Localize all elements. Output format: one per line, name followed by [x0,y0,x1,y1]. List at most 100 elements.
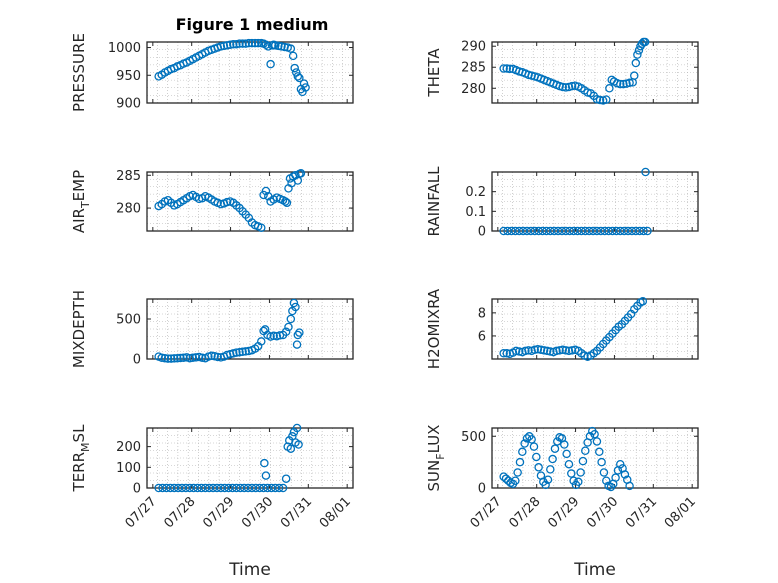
data-point [257,223,266,232]
data-point [286,314,296,324]
x-tick-label: 07/31 [278,494,315,531]
data-point [605,84,614,93]
series-points [154,298,304,363]
data-point [520,439,529,448]
data-point [550,444,560,453]
data-point [513,468,522,477]
data-point [169,354,179,363]
x-tick-label: 07/31 [623,494,660,531]
y-tick-label: 200 [116,440,141,455]
series-points [154,38,310,97]
data-point [291,171,300,180]
data-point [260,325,270,334]
data-point [560,440,569,449]
data-point [266,59,275,69]
data-point [241,347,250,356]
data-point [293,72,303,81]
data-point [241,39,250,48]
data-point [235,39,244,48]
data-point [595,95,605,105]
y-tick-label: 0.2 [465,185,486,200]
data-point [282,198,292,208]
data-point [641,167,650,177]
series-points [154,169,306,232]
data-point [207,351,216,361]
data-point [286,444,296,453]
data-point [271,41,280,50]
data-point [163,354,173,363]
data-point [219,41,229,51]
subplot-pressure: 900 950 1000 PRESSURE [70,33,354,112]
y-axis-label: THETA [425,48,443,98]
data-point [592,437,602,446]
data-point [294,440,303,449]
subplot-rainfall: 0 0.1 0.2 RAINFALL [425,166,699,240]
data-point [269,331,278,341]
y-axis-label: TERRMSL [70,424,92,493]
y-tick-label: 6 [478,329,486,344]
data-point [590,429,599,439]
data-point [290,63,299,73]
data-point [567,346,577,355]
data-point [257,337,266,346]
figure-title: Figure 1 medium [176,15,329,34]
grid [146,428,354,488]
grid [491,172,699,231]
data-point [157,353,167,363]
data-point [502,348,512,358]
data-point [521,346,530,356]
data-point [281,197,290,206]
data-point [597,457,606,467]
data-point [599,468,609,477]
data-point [286,44,296,53]
data-point [188,353,198,363]
data-point [291,302,300,312]
y-axis-label: RAINFALL [425,166,443,237]
x-axis-label: Time [228,560,271,580]
data-point [176,353,185,363]
subplot-sun_flux: 0 500 07/27 07/28 07/29 07/30 07/31 08/01 Time SU… [425,425,699,580]
data-point [630,71,639,80]
data-point [499,64,508,73]
data-point [533,344,543,354]
y-tick-label: 0 [478,482,486,497]
data-point [532,452,541,462]
data-point [616,79,625,89]
data-point [225,40,235,50]
data-point [222,41,232,50]
data-point [281,474,291,483]
grid [146,172,354,231]
y-tick-label: 290 [461,40,486,55]
y-tick-label: 500 [461,430,486,445]
data-point [552,346,561,356]
data-point [275,331,285,340]
y-axis-label: MIXDEPTH [70,290,88,368]
grid [491,428,699,488]
data-point [616,459,625,469]
data-point [499,472,508,481]
data-point [620,470,630,479]
data-point [301,83,310,92]
data-point [639,226,648,236]
data-point [561,346,571,355]
data-point [232,348,241,357]
data-point [527,435,536,444]
data-point [564,459,574,469]
data-point [185,353,195,363]
data-point [515,457,525,467]
data-point [499,348,508,358]
data-point [522,434,532,443]
grid [146,299,354,359]
y-tick-label: 280 [461,82,486,97]
data-point [238,39,247,48]
data-point [292,340,302,349]
data-point [160,353,170,363]
data-point [288,51,298,61]
data-point [295,73,304,83]
data-point [576,468,585,477]
data-point [546,465,555,474]
data-point [524,346,533,355]
data-point [191,353,201,362]
data-point [260,458,269,468]
data-point [611,473,620,482]
